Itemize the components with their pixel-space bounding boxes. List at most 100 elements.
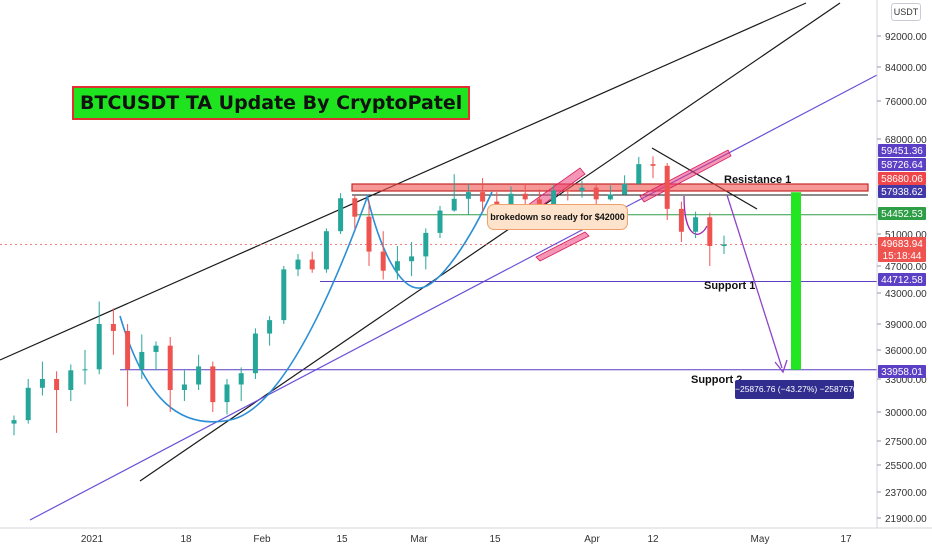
- candle-body: [11, 420, 17, 424]
- candles: [11, 156, 727, 436]
- price-tag-bg: [878, 172, 926, 185]
- candle-body: [622, 183, 628, 195]
- y-tick-label: 33000.00: [885, 375, 927, 386]
- candle-body: [352, 198, 358, 217]
- candle-body: [82, 369, 88, 371]
- pink-channel-lower: [535, 231, 590, 262]
- y-tick-label: 68000.00: [885, 135, 927, 146]
- x-tick-label: Feb: [253, 534, 271, 545]
- support-1-label: Support 1: [704, 280, 756, 292]
- price-tag-label: 59451.36: [881, 146, 923, 157]
- candle-body: [366, 216, 372, 252]
- candle-body: [636, 164, 642, 184]
- candle-body: [167, 345, 173, 390]
- y-tick-label: 30000.00: [885, 408, 927, 419]
- candle-body: [323, 231, 329, 270]
- price-tag-bg: [878, 365, 926, 378]
- candle-body: [252, 333, 258, 374]
- candle-body: [68, 370, 74, 390]
- price-tag-bg: [878, 158, 926, 171]
- support-2-label: Support 2: [691, 374, 743, 386]
- candle-body: [125, 330, 131, 370]
- x-tick-label: 18: [180, 534, 192, 545]
- x-tick-label: Apr: [584, 534, 600, 545]
- price-tag-bg: [878, 273, 926, 286]
- candle-body: [650, 164, 656, 166]
- pink-channel-right: [639, 149, 732, 203]
- small-curve: [683, 195, 708, 235]
- candle-body: [267, 320, 273, 334]
- candle-body: [153, 345, 159, 352]
- candle-body: [423, 232, 429, 257]
- y-tick-label: 23700.00: [885, 488, 927, 499]
- purple-trendline: [29, 74, 878, 521]
- candle-body: [380, 251, 386, 271]
- candle-body: [25, 387, 31, 421]
- candle-body: [522, 193, 528, 200]
- candle-body: [707, 217, 713, 246]
- target-arrow: [726, 194, 783, 369]
- price-tag-bg: [878, 207, 926, 220]
- x-tick-label: 2021: [81, 534, 104, 545]
- price-tags: 59451.36 58726.64 58680.06 57938.62 54452.53…: [878, 144, 926, 378]
- y-tick-label: 76000.00: [885, 97, 927, 108]
- chart-title: BTCUSDT TA Update By CryptoPatel: [72, 86, 471, 120]
- candle-body: [536, 199, 542, 208]
- middle-trendline: [139, 2, 841, 482]
- x-tick-label: 12: [647, 534, 659, 545]
- candle-body: [224, 384, 230, 403]
- candle-body: [579, 187, 585, 191]
- price-tag-label: 33958.01: [881, 367, 923, 378]
- upper-trendline: [0, 2, 807, 361]
- y-tick-label: 84000.00: [885, 63, 927, 74]
- price-tag-label: 49683.94: [881, 239, 923, 250]
- y-tick-label: 36000.00: [885, 346, 927, 357]
- candle-body: [508, 193, 514, 212]
- candle-body: [437, 210, 443, 233]
- price-tag-label: 58726.64: [881, 160, 923, 171]
- candle-body: [338, 198, 344, 232]
- drawing-overlays: [0, 2, 878, 521]
- x-tick-label: May: [751, 534, 770, 545]
- candle-body: [394, 261, 400, 271]
- x-tick-label: Mar: [410, 534, 428, 545]
- candle-body: [551, 190, 557, 208]
- candle-body: [110, 324, 116, 331]
- candle-body: [678, 208, 684, 232]
- price-tag-bg: [878, 144, 926, 157]
- price-tag-label: 57938.62: [881, 187, 923, 198]
- candle-body: [39, 379, 45, 388]
- measure-label: −25876.76 (−43.27%) −2587676: [735, 380, 858, 399]
- candle-body: [309, 259, 315, 270]
- currency-button[interactable]: USDT: [891, 3, 921, 21]
- price-tag-label: 58680.06: [881, 174, 923, 185]
- y-tick-label: 25500.00: [885, 461, 927, 472]
- y-tick-label: 21900.00: [885, 514, 927, 525]
- candle-body: [565, 190, 571, 192]
- measure-bar: [791, 192, 801, 370]
- candle-body: [54, 379, 60, 390]
- candle-body: [451, 198, 457, 211]
- candle-body: [281, 269, 287, 321]
- candle-body: [210, 366, 216, 403]
- y-tick-label: 47000.00: [885, 262, 927, 273]
- candle-body: [593, 187, 599, 200]
- y-tick-label: 51000.00: [885, 230, 927, 241]
- price-tag-label: 44712.58: [881, 275, 923, 286]
- y-tick-label: 92000.00: [885, 32, 927, 43]
- candle-body: [139, 351, 145, 370]
- resistance-1-label: Resistance 1: [724, 174, 792, 186]
- y-tick-label: 27500.00: [885, 437, 927, 448]
- candle-body: [664, 165, 670, 209]
- y-tick-label: 39000.00: [885, 320, 927, 331]
- candle-body: [480, 192, 486, 202]
- candle-body: [238, 373, 244, 385]
- price-tag-label: 54452.53: [881, 209, 923, 220]
- cup-curve-left: [119, 194, 369, 423]
- y-tick-label: 43000.00: [885, 289, 927, 300]
- candle-body: [295, 259, 301, 270]
- x-tick-label: 15: [489, 534, 501, 545]
